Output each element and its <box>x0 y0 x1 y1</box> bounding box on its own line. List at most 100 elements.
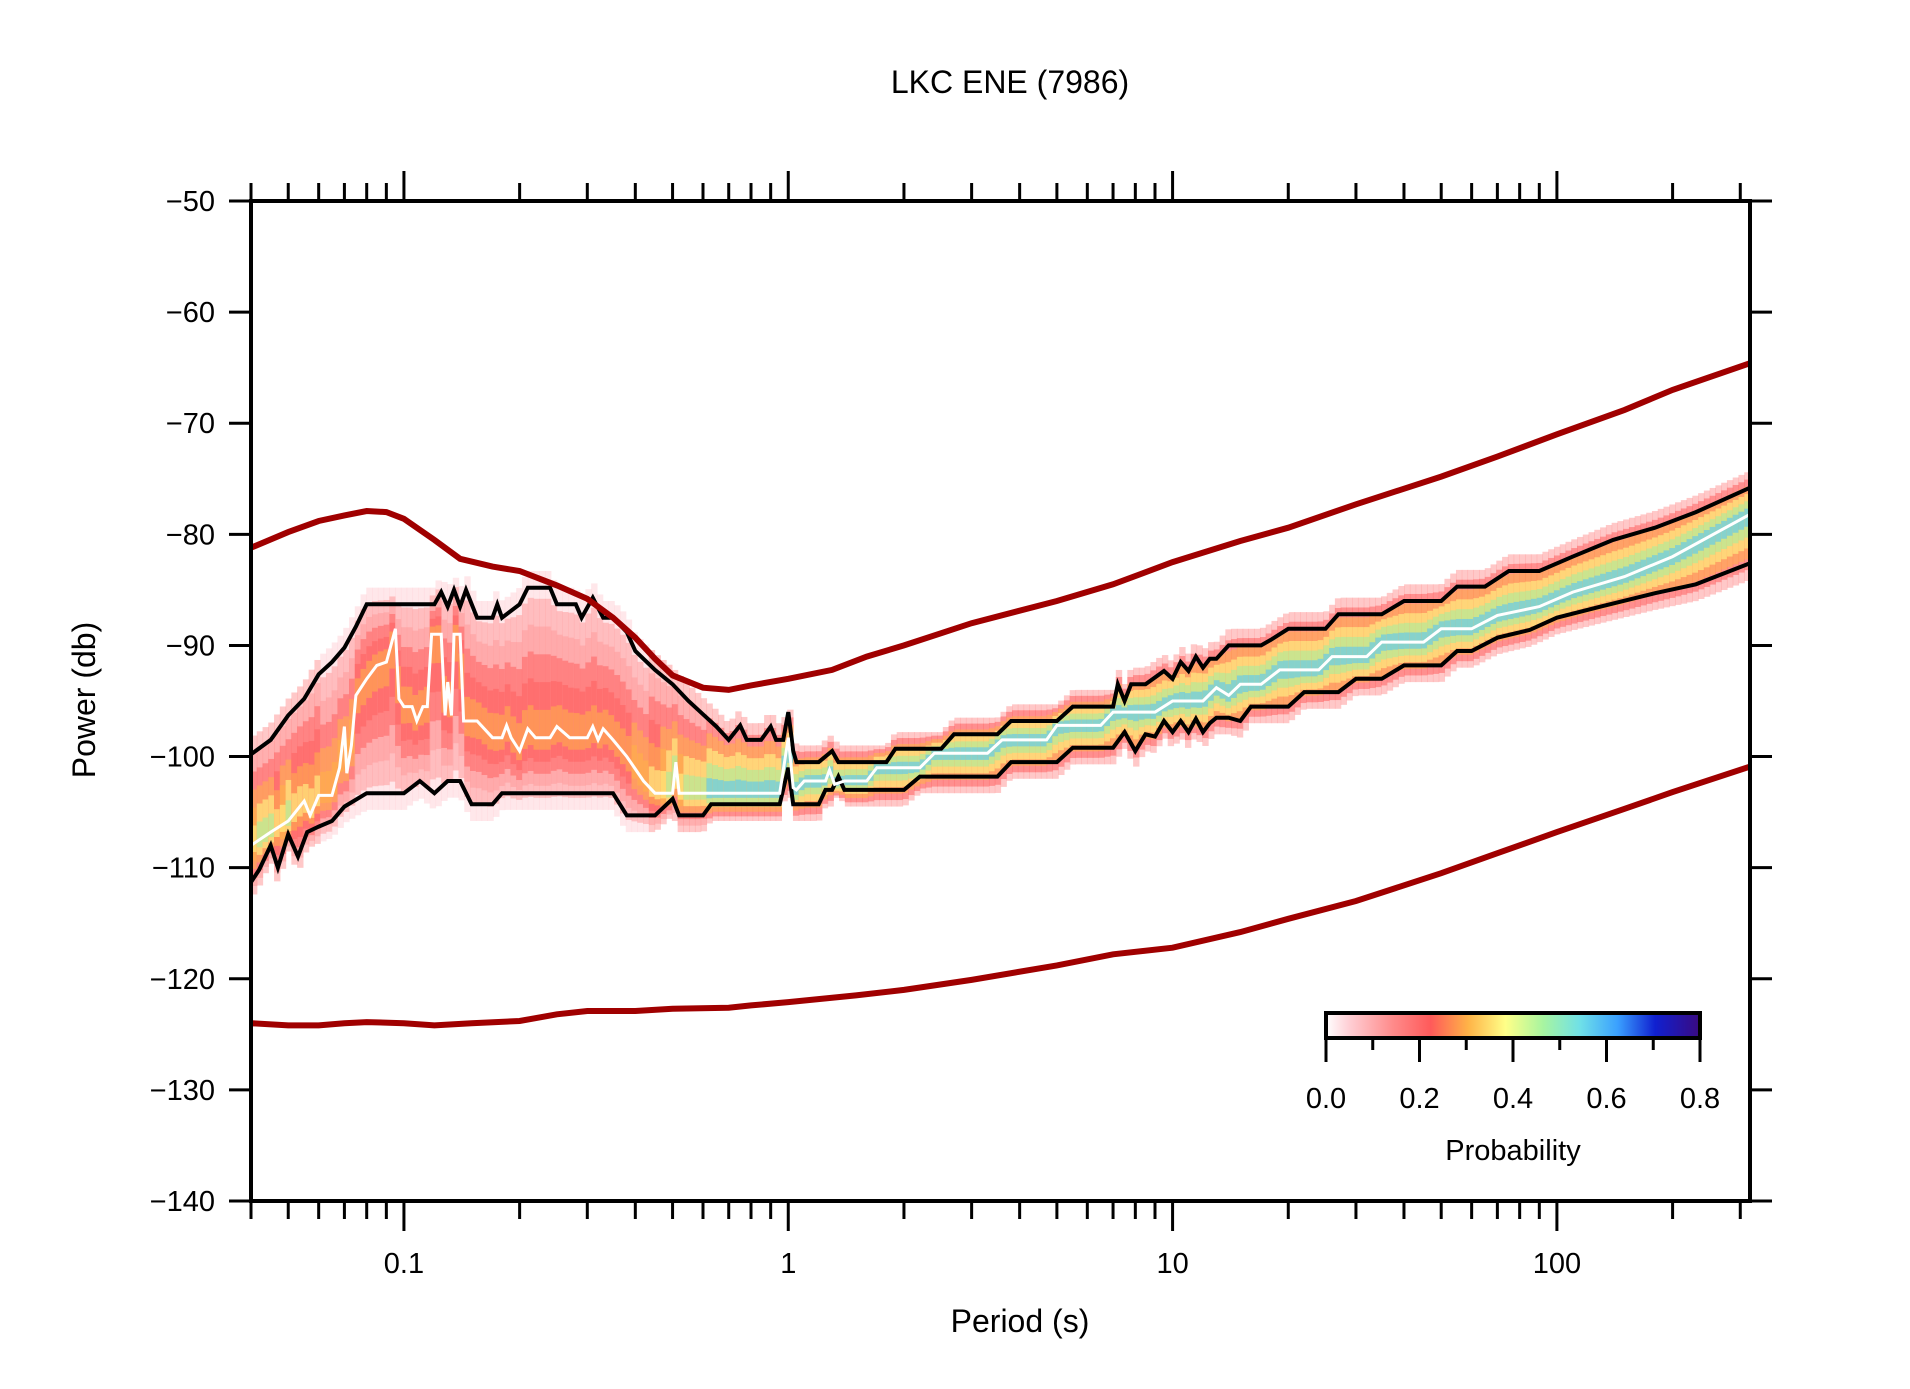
y-tick-label: −50 <box>166 186 215 218</box>
density-cell <box>677 773 685 800</box>
density-cell <box>735 779 742 798</box>
density-cell <box>297 786 304 817</box>
density-cell <box>683 774 690 800</box>
colorbar-label: Probability <box>1445 1135 1581 1167</box>
colorbar-tick-label: 0.0 <box>1306 1083 1346 1115</box>
density-cell <box>372 654 379 692</box>
density-cell <box>481 707 488 745</box>
density-cell <box>1000 735 1007 748</box>
chart-title: LKC ENE (7986) <box>891 64 1129 100</box>
density-cell <box>1052 723 1059 737</box>
y-tick-label: −130 <box>150 1075 215 1107</box>
density-cell <box>654 770 661 800</box>
density-cell <box>596 712 604 749</box>
density-cell <box>1306 660 1313 677</box>
x-tick-label: 100 <box>1533 1248 1581 1280</box>
density-cell <box>302 783 310 813</box>
density-cell <box>1190 691 1198 708</box>
density-cell <box>493 713 500 751</box>
density-cell <box>573 713 581 750</box>
density-cell <box>464 696 471 737</box>
density-cell <box>1352 646 1359 664</box>
y-tick-label: −80 <box>166 519 215 551</box>
density-cell <box>452 624 460 662</box>
density-cell <box>637 753 644 786</box>
density-cell <box>648 766 656 797</box>
colorbar: 0.0 0.2 0.4 0.6 0.8 Probability <box>1306 1011 1720 1167</box>
density-cell <box>354 678 362 714</box>
colorbar-tick-label: 0.8 <box>1680 1083 1720 1115</box>
colorbar-tick-label: 0.4 <box>1493 1083 1533 1115</box>
density-cell <box>1507 602 1515 620</box>
y-axis: −50 −60 −70 −80 −90 −100 −110 −120 −130 −140 <box>150 186 1772 1218</box>
density-cell <box>614 721 621 757</box>
density-cell <box>619 728 627 765</box>
density-cell <box>712 779 719 798</box>
density-cell <box>325 770 333 803</box>
density-cell <box>694 776 702 800</box>
density-cell <box>256 821 264 848</box>
density-cell <box>285 800 292 826</box>
density-cell <box>470 699 477 738</box>
density-cell <box>331 762 339 795</box>
density-cell <box>729 780 736 798</box>
density-cell <box>769 780 777 798</box>
density-cell <box>1455 618 1463 636</box>
density-cell <box>556 705 563 743</box>
density-cell <box>937 749 944 760</box>
density-cell <box>631 745 638 779</box>
density-cell <box>279 804 287 832</box>
nlnm-line <box>251 763 1750 1029</box>
x-tick-label: 0.1 <box>384 1248 424 1280</box>
density-cell <box>666 771 673 798</box>
density-cell <box>539 709 546 750</box>
nhnm-line <box>251 360 1750 693</box>
density-cell <box>510 716 517 753</box>
density-cell <box>706 778 713 799</box>
density-cell <box>504 706 512 742</box>
density-cell <box>291 793 298 823</box>
density-cell <box>568 712 575 750</box>
y-tick-label: −60 <box>166 297 215 329</box>
density-cell <box>360 668 367 706</box>
density-cell <box>262 817 269 842</box>
y-tick-label: −110 <box>152 853 215 885</box>
density-cell <box>1110 708 1117 721</box>
density-cell <box>994 739 1002 753</box>
density-cell <box>274 809 281 838</box>
x-tick-label: 10 <box>1156 1248 1188 1280</box>
density-cell <box>314 775 321 807</box>
density-cell <box>689 775 696 800</box>
density-cell <box>1357 646 1365 664</box>
y-tick-label: −140 <box>150 1186 215 1218</box>
density-cell <box>533 709 540 750</box>
density-cell <box>366 660 373 698</box>
density-cell <box>752 781 759 798</box>
density-cell <box>700 777 708 800</box>
density-cell <box>1467 618 1474 636</box>
density-cell <box>429 626 437 664</box>
density-cell <box>475 702 483 740</box>
density-cell <box>527 705 535 746</box>
colorbar-tick-label: 0.6 <box>1586 1083 1626 1115</box>
density-cell <box>608 715 615 750</box>
x-axis: 0.1 1 10 100 <box>249 171 1772 1280</box>
density-cell <box>1311 660 1319 677</box>
density-cell <box>320 771 327 804</box>
density-cell <box>643 760 650 792</box>
density-cell <box>764 780 771 798</box>
density-cell <box>389 631 396 669</box>
series-layer <box>251 360 1750 1029</box>
y-tick-label: −70 <box>166 408 215 440</box>
density-cell <box>741 780 748 798</box>
density-cell <box>579 714 586 750</box>
density-cell <box>591 705 598 744</box>
colorbar-tick-label: 0.2 <box>1399 1083 1439 1115</box>
mode-line <box>251 512 1750 847</box>
probability-density-layer <box>251 472 1750 895</box>
density-cell <box>1744 508 1750 527</box>
y-tick-label: −120 <box>150 964 215 996</box>
density-cell <box>625 736 633 772</box>
density-cell <box>383 649 390 687</box>
density-cell <box>308 788 316 818</box>
